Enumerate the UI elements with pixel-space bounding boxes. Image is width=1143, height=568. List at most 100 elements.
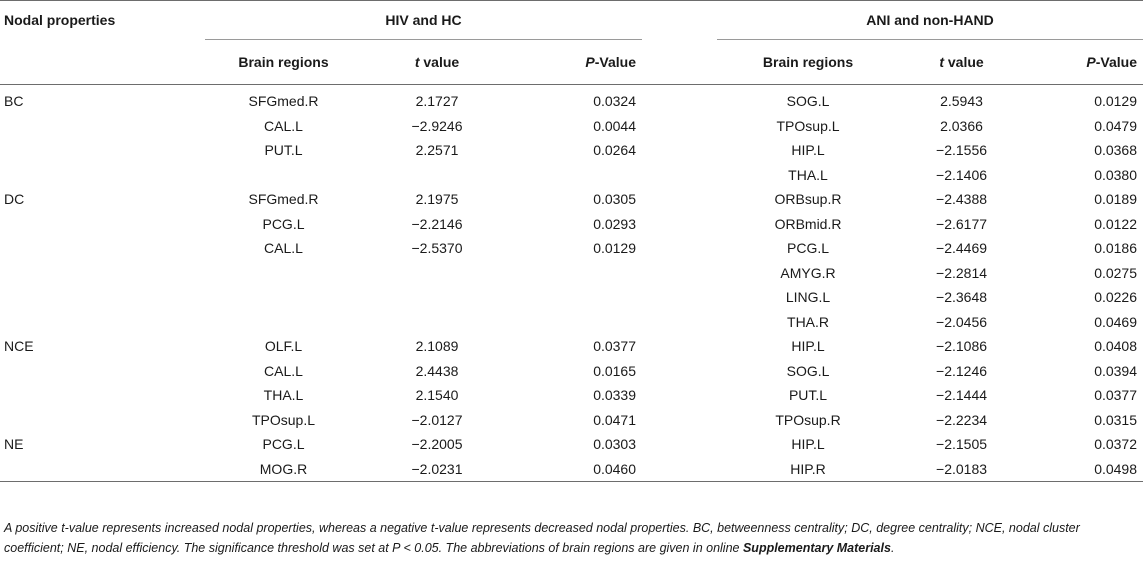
table-row: BC SFGmed.R 2.1727 0.0324 SOG.L 2.5943 0.0129 <box>0 85 1143 114</box>
p-value-cell: 0.0305 <box>593 191 637 208</box>
t-value-cell: −2.1086 <box>936 338 988 355</box>
brain-region-cell: PCG.L <box>262 436 305 453</box>
p-value-cell: 0.0372 <box>1094 436 1138 453</box>
brain-region-cell: THA.L <box>263 387 304 404</box>
brain-region-cell: SFGmed.R <box>248 93 319 110</box>
nodal-property-cell: NCE <box>4 338 34 355</box>
p-value-cell: 0.0324 <box>593 93 637 110</box>
brain-region-cell: OLF.L <box>264 338 303 355</box>
nodal-property-cell <box>0 383 205 408</box>
brain-region-cell: TPOsup.L <box>251 411 316 428</box>
p-value-cell: 0.0380 <box>1094 166 1138 183</box>
table-row: CAL.L −2.9246 0.0044 TPOsup.L 2.0366 0.0479 <box>0 114 1143 139</box>
t-value-cell: 2.2571 <box>415 142 459 159</box>
t-value-cell: −2.1556 <box>936 142 988 159</box>
nodal-property-cell <box>0 310 205 335</box>
table-row: TPOsup.L −2.0127 0.0471 TPOsup.R −2.2234 0.03… <box>0 408 1143 433</box>
nodal-property-cell <box>0 212 205 237</box>
nodal-property-cell <box>0 456 205 482</box>
t-value-cell: −2.1406 <box>936 166 988 183</box>
t-value-cell: −2.1444 <box>936 387 988 404</box>
t-value-cell: −2.2005 <box>411 436 463 453</box>
brain-region-cell <box>205 163 362 188</box>
t-value-cell <box>362 285 512 310</box>
brain-region-cell: HIP.L <box>791 436 825 453</box>
p-value-cell: 0.0275 <box>1094 264 1138 281</box>
table-row: AMYG.R −2.2814 0.0275 <box>0 261 1143 286</box>
t-value-cell <box>362 163 512 188</box>
header-p-value-2: P-Value <box>1024 39 1143 85</box>
p-value-cell: 0.0315 <box>1094 411 1138 428</box>
table-row: PUT.L 2.2571 0.0264 HIP.L −2.1556 0.0368 <box>0 138 1143 163</box>
t-value-cell: 2.1089 <box>415 338 459 355</box>
t-value-cell: 2.1727 <box>415 93 459 110</box>
p-value-cell: 0.0189 <box>1094 191 1138 208</box>
brain-region-cell: HIP.L <box>791 338 825 355</box>
header-nodal-properties: Nodal properties <box>4 12 116 29</box>
nodal-property-cell: DC <box>4 191 25 208</box>
t-value-cell: −2.5370 <box>411 240 463 257</box>
nodal-property-cell <box>0 138 205 163</box>
brain-region-cell: ORBmid.R <box>774 215 842 232</box>
p-value-cell: 0.0044 <box>593 117 637 134</box>
brain-region-cell: LING.L <box>785 289 831 306</box>
t-value-cell: 2.5943 <box>940 93 983 110</box>
brain-region-cell: SFGmed.R <box>248 191 319 208</box>
t-value-cell: −2.4388 <box>936 191 988 208</box>
t-value-cell: −2.6177 <box>936 215 988 232</box>
table-body: BC SFGmed.R 2.1727 0.0324 SOG.L 2.5943 0.0129 C… <box>0 85 1143 482</box>
t-value-cell: −2.0127 <box>411 411 463 428</box>
t-value-cell: −2.2814 <box>936 264 988 281</box>
p-value-cell: 0.0122 <box>1094 215 1138 232</box>
nodal-property-cell <box>0 163 205 188</box>
p-value-cell: 0.0293 <box>593 215 637 232</box>
brain-region-cell <box>205 261 362 286</box>
p-value-cell: 0.0303 <box>593 436 637 453</box>
table-row: THA.L −2.1406 0.0380 <box>0 163 1143 188</box>
brain-region-cell: PUT.L <box>264 142 303 159</box>
brain-region-cell <box>205 285 362 310</box>
table-row: CAL.L 2.4438 0.0165 SOG.L −2.1246 0.0394 <box>0 359 1143 384</box>
t-value-cell <box>362 310 512 335</box>
t-value-cell <box>362 261 512 286</box>
group-header-hiv-hc: HIV and HC <box>205 0 643 40</box>
p-value-cell: 0.0471 <box>593 411 637 428</box>
brain-region-cell: PCG.L <box>262 215 305 232</box>
brain-region-cell: CAL.L <box>264 240 303 257</box>
group-header-ani-nonhand: ANI and non-HAND <box>717 0 1143 40</box>
p-value-cell: 0.0408 <box>1094 338 1138 355</box>
p-value-cell: 0.0368 <box>1094 142 1138 159</box>
p-value-cell: 0.0479 <box>1094 117 1138 134</box>
brain-region-cell: HIP.R <box>717 456 900 482</box>
table-row: NE PCG.L −2.2005 0.0303 HIP.L −2.1505 0.0372 <box>0 432 1143 457</box>
p-value-cell: 0.0498 <box>1024 456 1143 482</box>
brain-region-cell: TPOsup.L <box>776 117 840 134</box>
p-value-cell: 0.0377 <box>1094 387 1138 404</box>
brain-region-cell: THA.L <box>788 166 828 183</box>
t-value-cell: −2.2234 <box>936 411 988 428</box>
nodal-property-cell <box>0 236 205 261</box>
table-footnote: A positive t-value represents increased … <box>4 521 1080 555</box>
p-value-cell: 0.0394 <box>1094 362 1138 379</box>
nodal-property-cell <box>0 261 205 286</box>
p-value-cell: 0.0339 <box>593 387 637 404</box>
p-value-cell: 0.0377 <box>593 338 637 355</box>
brain-region-cell: MOG.R <box>205 456 362 482</box>
t-value-cell: −2.2146 <box>411 215 463 232</box>
nodal-property-cell <box>0 408 205 433</box>
p-value-cell <box>512 261 642 286</box>
nodal-property-cell: NE <box>4 436 24 453</box>
table-row: THA.R −2.0456 0.0469 <box>0 310 1143 335</box>
t-value-cell: −2.0231 <box>362 456 512 482</box>
brain-region-cell: CAL.L <box>264 117 303 134</box>
brain-region-cell: PCG.L <box>787 240 830 257</box>
header-brain-regions-1: Brain regions <box>205 39 362 85</box>
p-value-cell <box>512 310 642 335</box>
p-value-cell: 0.0186 <box>1094 240 1138 257</box>
table-row: MOG.R −2.0231 0.0460 HIP.R −2.0183 0.0498 <box>0 456 1143 482</box>
t-value-cell: −2.0456 <box>936 313 988 330</box>
t-value-cell: −2.4469 <box>936 240 988 257</box>
brain-region-cell: TPOsup.R <box>775 411 841 428</box>
p-value-cell: 0.0129 <box>593 240 637 257</box>
t-value-cell: 2.0366 <box>940 117 983 134</box>
